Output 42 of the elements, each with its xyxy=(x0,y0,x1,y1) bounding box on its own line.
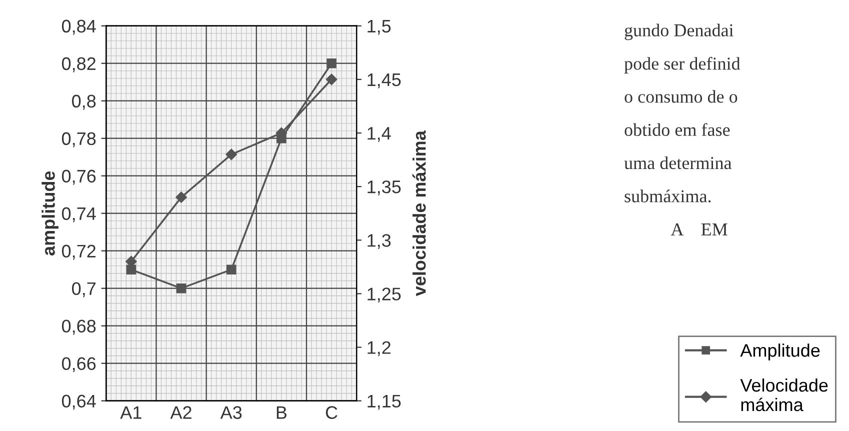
point xyxy=(326,74,338,86)
x-tick-label: B xyxy=(276,406,287,419)
x-tick-label: A2 xyxy=(170,406,192,419)
y2-tick-label: 1,2 xyxy=(368,341,390,356)
y-tick-label: 0,68 xyxy=(62,320,96,335)
y2-tick-label: 1,15 xyxy=(368,394,401,410)
y-tick-label: 0,78 xyxy=(62,132,96,148)
y2-tick-label: 1,3 xyxy=(368,234,391,249)
y-tick-label: 0,82 xyxy=(62,57,96,72)
y-tick-label: 0,84 xyxy=(62,20,96,35)
y-tick-label: 0,7 xyxy=(72,282,96,298)
text: obtido em fase xyxy=(624,123,730,136)
y-tick-label: 0,8 xyxy=(72,94,96,110)
y2-tick-label: 1,5 xyxy=(368,20,391,35)
y-tick-label: 0,76 xyxy=(62,170,96,185)
point xyxy=(126,264,136,274)
y-tick-label: 0,74 xyxy=(62,207,96,222)
text: uma determina xyxy=(624,156,732,170)
text: A EM xyxy=(670,223,728,236)
x-tick-label: A3 xyxy=(220,406,242,419)
y-tick-label: 0,64 xyxy=(62,394,96,410)
text: o consumo de o xyxy=(624,90,738,103)
point xyxy=(226,264,236,274)
point xyxy=(326,58,336,68)
y2-tick-label: 1,35 xyxy=(368,180,401,196)
point xyxy=(176,283,186,294)
text: gundo Denadai xyxy=(624,24,734,40)
text: submáxima. xyxy=(624,190,711,202)
y2-axis-title: velocidade máxima xyxy=(412,130,426,296)
x-tick-label: C xyxy=(326,406,338,419)
y-tick-label: 0,66 xyxy=(62,357,96,372)
text: pode ser definid xyxy=(624,56,740,74)
y2-tick-label: 1,25 xyxy=(368,288,401,303)
y-tick-label: 0,72 xyxy=(62,244,96,260)
y2-tick-label: 1,4 xyxy=(368,127,391,142)
point xyxy=(226,148,237,160)
y2-tick-label: 1,45 xyxy=(368,74,401,88)
legend-label: Velocidade máxima xyxy=(740,378,828,412)
x-tick-label: A1 xyxy=(120,406,142,419)
point xyxy=(176,192,187,203)
legend-label: Amplitude xyxy=(740,344,820,360)
y-axis-title: amplitude xyxy=(42,171,58,256)
